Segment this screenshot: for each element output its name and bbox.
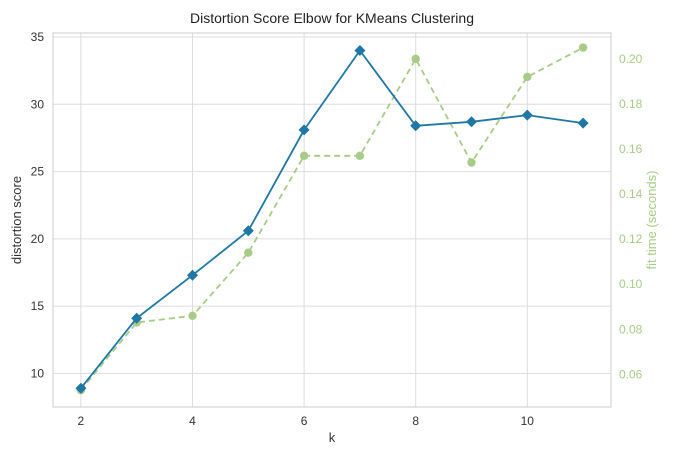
y2-tick-label: 0.14	[619, 187, 643, 201]
data-point-diamond	[187, 269, 198, 281]
plot-area	[52, 32, 612, 408]
x-tick-label: 2	[78, 414, 85, 428]
x-tick-label: 8	[412, 414, 419, 428]
data-point-diamond	[75, 382, 87, 394]
series-line	[80, 48, 584, 389]
data-point-circle	[188, 311, 197, 320]
series-fit-time	[76, 43, 588, 395]
data-point-diamond	[298, 124, 310, 136]
x-axis-label: k	[329, 430, 336, 445]
x-axis-ticks: 2 4 6 8 10	[78, 414, 535, 428]
chart-title: Distortion Score Elbow for KMeans Cluste…	[190, 10, 474, 26]
grid-lines	[53, 33, 611, 407]
data-point-diamond	[131, 312, 143, 324]
y2-tick-label: 0.08	[619, 322, 643, 336]
data-point-diamond	[577, 117, 589, 129]
data-point-circle	[467, 158, 476, 167]
x-tick-label: 6	[301, 414, 308, 428]
data-point-circle	[244, 248, 253, 257]
y-tick-label: 25	[31, 165, 45, 179]
y-tick-label: 15	[31, 299, 45, 313]
y-axis-ticks: 10 15 20 25 30 35	[31, 30, 45, 380]
data-point-diamond	[242, 225, 254, 237]
data-point-circle	[299, 151, 309, 160]
y-tick-label: 10	[31, 366, 45, 380]
series-distortion	[75, 45, 589, 394]
y-tick-label: 20	[31, 232, 45, 246]
x-tick-label: 10	[521, 414, 535, 428]
y2-tick-label: 0.10	[619, 277, 643, 291]
series-line	[80, 46, 584, 391]
data-point-circle	[523, 72, 532, 82]
data-point-diamond	[410, 120, 422, 132]
y2-axis-ticks: 0.06 0.08 0.10 0.12 0.14 0.16 0.18 0.20	[619, 52, 643, 381]
data-point-circle	[355, 151, 365, 160]
y2-tick-label: 0.06	[619, 367, 643, 381]
data-point-circle	[411, 54, 420, 64]
data-point-diamond	[354, 45, 366, 56]
y2-tick-label: 0.12	[619, 232, 643, 246]
y-axis-label: distortion score	[9, 176, 24, 264]
data-point-diamond	[521, 109, 533, 121]
y2-tick-label: 0.16	[619, 142, 643, 156]
series-layer	[75, 43, 589, 395]
y-tick-label: 35	[31, 30, 45, 44]
data-point-circle	[578, 43, 588, 52]
y2-axis-label: fit time (seconds)	[644, 171, 659, 270]
x-tick-label: 4	[189, 414, 196, 428]
y-tick-label: 30	[31, 97, 45, 111]
data-point-diamond	[466, 116, 477, 128]
y2-tick-label: 0.18	[619, 97, 643, 111]
y2-tick-label: 0.20	[619, 52, 643, 66]
